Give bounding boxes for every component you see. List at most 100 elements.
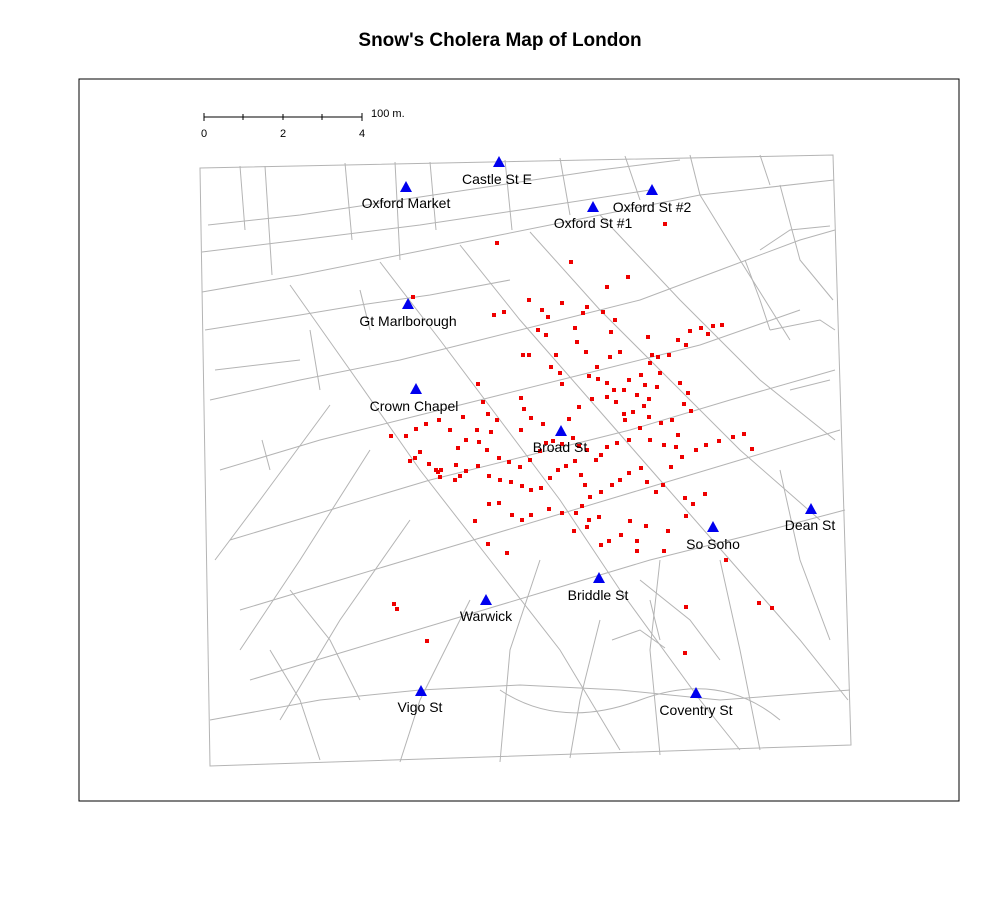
death-marker [541,422,545,426]
death-marker [475,428,479,432]
death-marker [486,542,490,546]
death-marker [395,607,399,611]
death-marker [577,444,581,448]
pump-icon [410,383,422,394]
death-marker [717,439,721,443]
death-marker [476,382,480,386]
death-marker [481,400,485,404]
death-marker [497,456,501,460]
death-marker [689,409,693,413]
death-marker [682,402,686,406]
pump-icon [707,521,719,532]
death-marker [648,361,652,365]
death-marker [656,355,660,359]
death-marker [464,469,468,473]
death-marker [560,382,564,386]
death-marker [635,549,639,553]
death-marker [615,441,619,445]
pump-icon [805,503,817,514]
death-marker [585,525,589,529]
death-marker [597,515,601,519]
death-marker [529,488,533,492]
death-marker [650,353,654,357]
death-marker [547,507,551,511]
death-marker [518,465,522,469]
death-marker [477,440,481,444]
death-marker [585,305,589,309]
death-marker [520,518,524,522]
death-marker [558,371,562,375]
death-marker [418,450,422,454]
death-marker [623,418,627,422]
death-marker [404,434,408,438]
death-marker [750,447,754,451]
death-marker [662,549,666,553]
death-marker [505,551,509,555]
pump-icon [415,685,427,696]
death-marker [485,448,489,452]
death-marker [521,353,525,357]
death-marker [495,241,499,245]
death-marker [699,326,703,330]
scale-tick-label: 2 [280,128,286,140]
pump-icon [587,201,599,212]
death-marker [574,511,578,515]
pump-icon [493,156,505,167]
pump-label: Briddle St [568,587,629,603]
death-marker [605,381,609,385]
death-marker [453,478,457,482]
death-marker [720,323,724,327]
death-marker [724,558,728,562]
death-marker [587,374,591,378]
death-marker [487,474,491,478]
death-marker [587,518,591,522]
death-marker [549,365,553,369]
pump-label: So Soho [686,536,740,552]
death-marker [599,490,603,494]
death-marker [456,446,460,450]
death-marker [683,651,687,655]
death-marker [639,373,643,377]
death-marker [658,371,662,375]
death-marker [594,458,598,462]
death-marker [492,313,496,317]
death-marker [622,388,626,392]
death-marker [438,475,442,479]
death-marker [680,455,684,459]
death-marker [580,504,584,508]
death-marker [540,308,544,312]
death-marker [458,474,462,478]
death-marker [706,332,710,336]
death-marker [536,328,540,332]
death-marker [577,405,581,409]
pump-label: Castle St E [462,171,532,187]
death-marker [770,606,774,610]
pump-label: Dean St [785,517,836,533]
death-marker [661,483,665,487]
death-marker [626,275,630,279]
death-marker [627,438,631,442]
pump-label: Gt Marlborough [359,313,456,329]
death-marker [486,412,490,416]
death-marker [731,435,735,439]
death-marker [684,605,688,609]
death-marker [551,439,555,443]
death-marker [605,445,609,449]
death-marker [519,396,523,400]
scale-tick-label: 4 [359,128,365,140]
death-marker [564,464,568,468]
death-marker [520,484,524,488]
map-frame [78,78,960,802]
death-marker [666,529,670,533]
pump-label: Broad St [533,439,588,455]
death-marker [628,519,632,523]
death-marker [554,353,558,357]
death-marker [599,453,603,457]
death-marker [659,421,663,425]
death-marker [464,438,468,442]
death-marker [613,318,617,322]
death-marker [495,418,499,422]
death-marker [678,381,682,385]
pump-icon [402,298,414,309]
death-marker [392,602,396,606]
